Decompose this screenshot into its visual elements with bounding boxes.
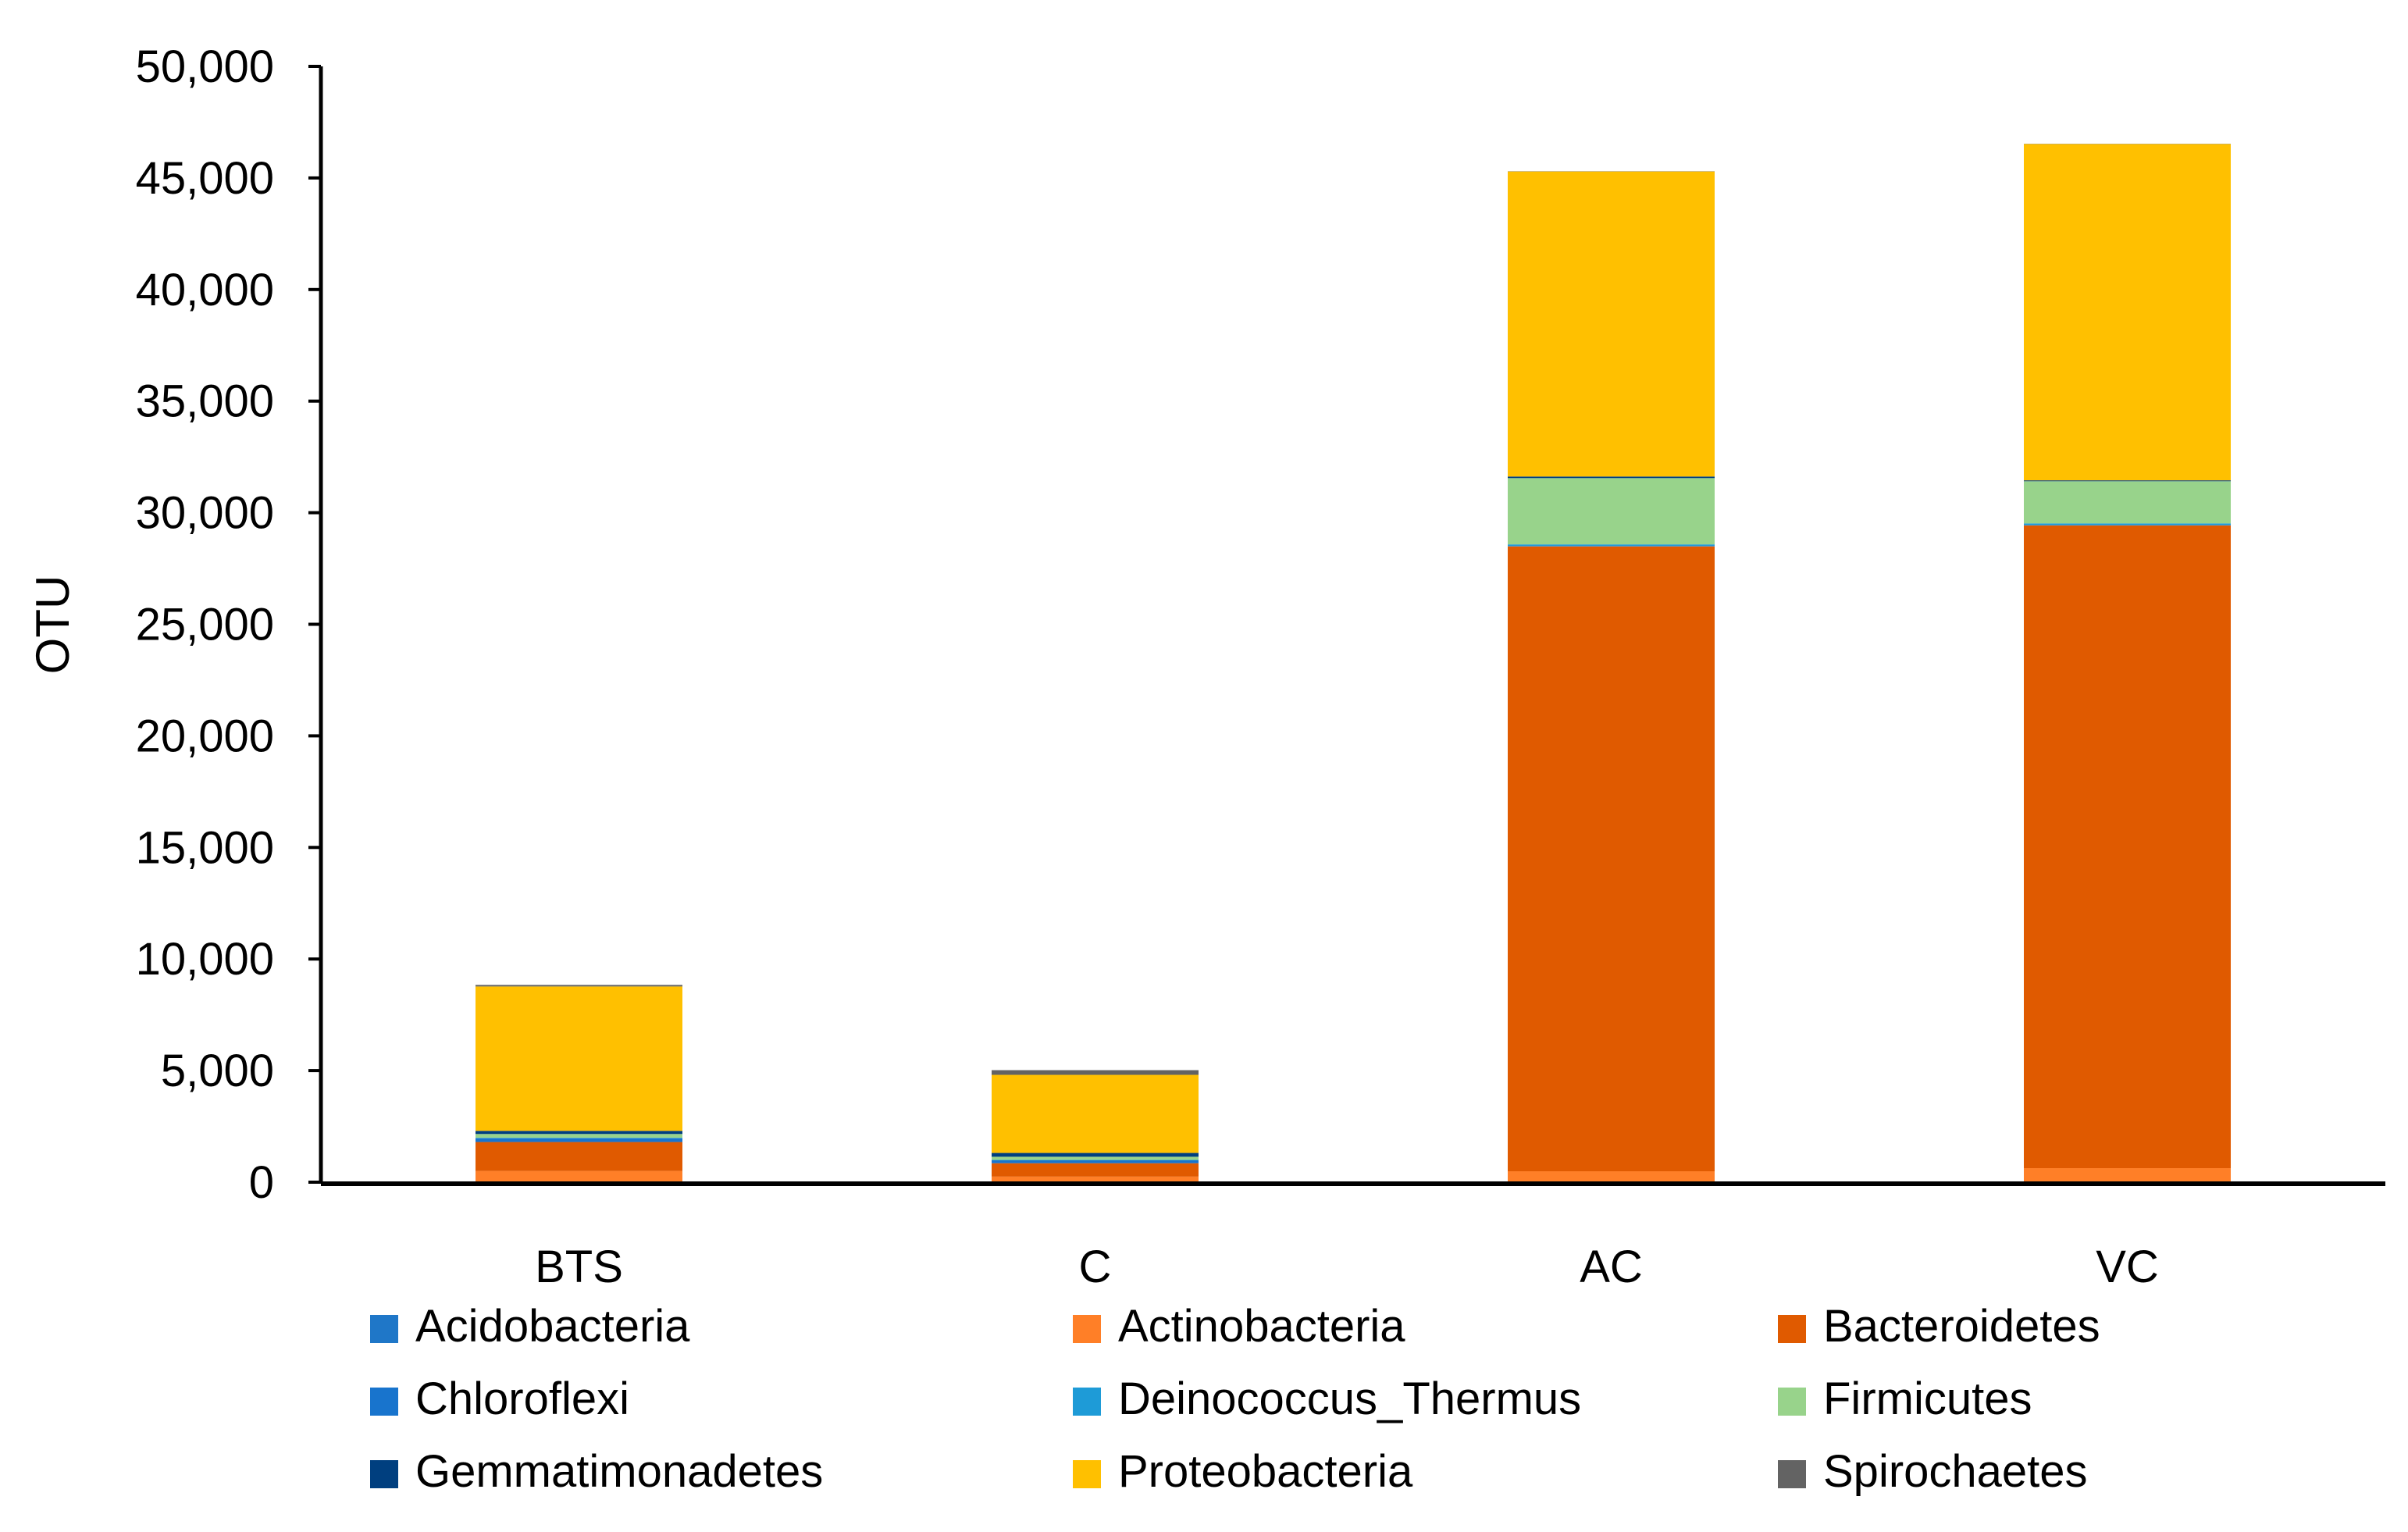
legend-item-proteobacteria: Proteobacteria	[1073, 1446, 1413, 1497]
legend-label: Deinococcus_Thermus	[1118, 1373, 1581, 1424]
bar-segment-firmicutes	[992, 1156, 1199, 1160]
legend-swatch	[1778, 1460, 1806, 1488]
bar-segment-actinobacteria	[992, 1177, 1199, 1182]
y-tick-label: 50,000	[136, 41, 274, 92]
legend-label: Spirochaetes	[1823, 1446, 2088, 1497]
bar-segment-proteobacteria	[1508, 172, 1715, 477]
legend-item-acidobacteria: Acidobacteria	[370, 1301, 690, 1352]
bar-segment-actinobacteria	[476, 1171, 682, 1182]
bar-segment-chloroflexi	[992, 1160, 1199, 1163]
legend-label: Gemmatimonadetes	[415, 1446, 823, 1497]
y-tick-label: 45,000	[136, 153, 274, 204]
x-tick-label: C	[1079, 1242, 1112, 1292]
bar-segment-deinococcus-thermus	[1508, 544, 1715, 546]
bar-segment-gemmatimonadetes	[992, 1153, 1199, 1157]
bar-segment-proteobacteria	[992, 1075, 1199, 1153]
bar-segment-bacteroidetes	[476, 1142, 682, 1171]
bar-segment-chloroflexi	[476, 1138, 682, 1142]
legend-item-firmicutes: Firmicutes	[1778, 1373, 2032, 1424]
bar-segment-firmicutes	[2024, 481, 2231, 523]
legend-label: Firmicutes	[1823, 1373, 2032, 1424]
bar-stack-ac	[1508, 171, 1715, 1182]
bar-segment-firmicutes	[476, 1134, 682, 1138]
bar-segment-spirochaetes	[992, 1071, 1199, 1075]
y-tick-label: 5,000	[161, 1046, 274, 1096]
bar-segment-bacteroidetes	[2024, 526, 2231, 1168]
legend-swatch	[1073, 1388, 1101, 1416]
bar-stack-bts	[476, 985, 682, 1182]
bar-segment-deinococcus-thermus	[2024, 523, 2231, 525]
legend-swatch	[1073, 1315, 1101, 1343]
bar-segment-bacteroidetes	[1508, 547, 1715, 1171]
y-tick-label: 25,000	[136, 600, 274, 650]
bar-stack-vc	[2024, 144, 2231, 1182]
legend-swatch	[1778, 1315, 1806, 1343]
y-tick-label: 0	[249, 1157, 274, 1208]
y-tick-label: 30,000	[136, 488, 274, 539]
legend-item-spirochaetes: Spirochaetes	[1778, 1446, 2088, 1497]
legend-label: Chloroflexi	[415, 1373, 629, 1424]
y-tick-label: 15,000	[136, 822, 274, 873]
y-axis: 0 5,000 10,000 15,000 20,000 25,000 30,000 35,0…	[136, 41, 321, 1208]
legend-item-deinococcus-thermus: Deinococcus_Thermus	[1073, 1373, 1581, 1424]
bar-segment-proteobacteria	[2024, 144, 2231, 480]
legend-item-bacteroidetes: Bacteroidetes	[1778, 1301, 2100, 1352]
x-axis: BTS C AC VC	[321, 1184, 2385, 1292]
y-tick-label: 35,000	[136, 376, 274, 427]
bar-segment-chloroflexi	[1508, 546, 1715, 547]
legend-label: Proteobacteria	[1118, 1446, 1413, 1497]
x-tick-label: BTS	[535, 1242, 623, 1292]
legend-swatch	[370, 1388, 398, 1416]
x-tick-label: AC	[1580, 1242, 1643, 1292]
legend-swatch	[370, 1460, 398, 1488]
legend-label: Bacteroidetes	[1823, 1301, 2100, 1352]
x-tick-label: VC	[2096, 1242, 2159, 1292]
legend: Acidobacteria Actinobacteria Bacteroidetes…	[370, 1301, 2100, 1497]
y-tick-label: 40,000	[136, 265, 274, 315]
y-tick-label: 10,000	[136, 934, 274, 985]
y-axis-label: OTU	[27, 575, 79, 675]
bar-segment-bacteroidetes	[992, 1163, 1199, 1177]
legend-swatch	[1778, 1388, 1806, 1416]
bar-segment-gemmatimonadetes	[476, 1131, 682, 1134]
bar-segment-actinobacteria	[2024, 1168, 2231, 1182]
bar-segment-actinobacteria	[1508, 1171, 1715, 1182]
bar-segment-gemmatimonadetes	[2024, 480, 2231, 481]
bar-stack-c	[992, 1071, 1199, 1182]
bar-segment-gemmatimonadetes	[1508, 476, 1715, 478]
legend-label: Actinobacteria	[1118, 1301, 1405, 1352]
legend-swatch	[1073, 1460, 1101, 1488]
bar-segment-proteobacteria	[476, 986, 682, 1131]
legend-swatch	[370, 1315, 398, 1343]
legend-item-actinobacteria: Actinobacteria	[1073, 1301, 1405, 1352]
bar-segment-firmicutes	[1508, 478, 1715, 544]
bar-segment-spirochaetes	[476, 985, 682, 986]
legend-label: Acidobacteria	[415, 1301, 690, 1352]
bars	[476, 144, 2231, 1182]
legend-item-gemmatimonadetes: Gemmatimonadetes	[370, 1446, 823, 1497]
y-tick-label: 20,000	[136, 711, 274, 761]
legend-item-chloroflexi: Chloroflexi	[370, 1373, 629, 1424]
bar-segment-chloroflexi	[2024, 525, 2231, 526]
